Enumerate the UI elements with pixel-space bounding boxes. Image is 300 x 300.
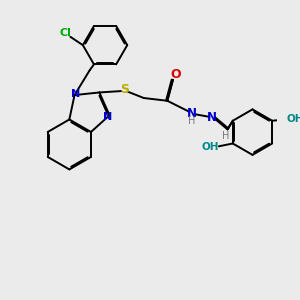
Text: H: H (222, 131, 230, 141)
Text: H: H (188, 116, 195, 126)
Text: S: S (120, 83, 129, 96)
Text: OH: OH (286, 114, 300, 124)
Text: N: N (103, 112, 112, 122)
Text: N: N (71, 89, 81, 99)
Text: O: O (170, 68, 181, 82)
Text: OH: OH (202, 142, 219, 152)
Text: N: N (187, 107, 197, 120)
Text: Cl: Cl (60, 28, 72, 38)
Text: N: N (207, 111, 217, 124)
